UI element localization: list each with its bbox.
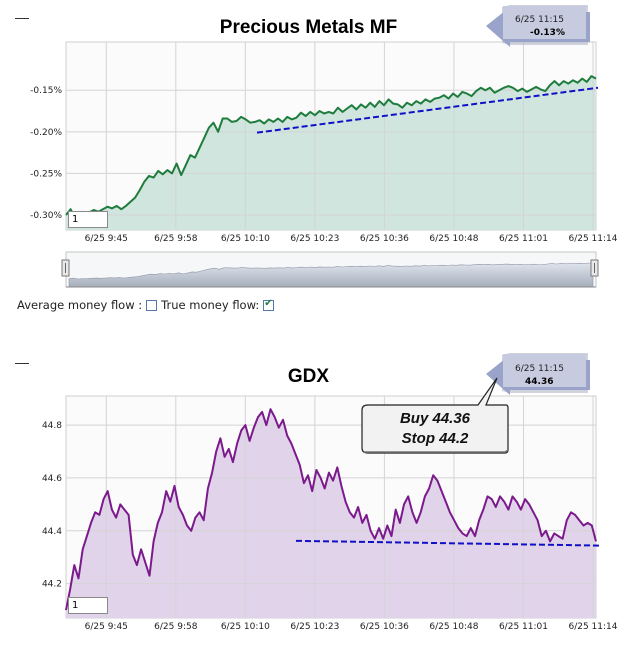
c2-trendline xyxy=(295,539,601,547)
c2-x-tick-label: 6/25 10:36 xyxy=(360,622,409,632)
c1-series-line xyxy=(65,75,597,220)
c1-x-tick-label: 6/25 10:36 xyxy=(360,234,409,244)
chart1-navigator[interactable] xyxy=(0,250,617,290)
c2-x-tick-label: 6/25 11:01 xyxy=(499,622,548,632)
c2-series-line xyxy=(65,408,597,611)
c1-trendline xyxy=(256,86,599,134)
chart1-callout-value: -0.13% xyxy=(530,28,565,38)
true-money-flow-checkbox[interactable] xyxy=(263,298,275,311)
c2-x-tick-label: 6/25 10:23 xyxy=(290,622,339,632)
c2-y-tick-label: 44.2 xyxy=(42,580,62,590)
c2-x-tick-label: 6/25 10:10 xyxy=(221,622,270,632)
chart2-y-ticks: 44.8 44.6 44.4 44.2 xyxy=(42,421,62,590)
chart2-period-input[interactable]: 1 xyxy=(68,597,108,614)
c2-x-tick-label: 6/25 9:45 xyxy=(85,622,128,632)
c2-y-tick-label: 44.6 xyxy=(42,474,62,484)
c1-x-tick-label: 6/25 11:01 xyxy=(499,234,548,244)
c1-y-tick-label: -0.25% xyxy=(30,169,62,179)
c2-x-tick-label: 6/25 11:14 xyxy=(568,622,617,632)
c2-y-tick-label: 44.8 xyxy=(42,421,62,431)
c1-y-tick-label: -0.20% xyxy=(30,128,62,138)
chart1-title: Precious Metals MF xyxy=(219,17,398,38)
trade-note-buy: Buy 44.36 xyxy=(399,410,471,427)
chart1-plot: -0.15%-0.20%-0.25%-0.30% 6/25 9:45 6/25 9… xyxy=(30,5,617,244)
chart1-navigator-area xyxy=(68,262,594,288)
chart2-callout-value: 44.36 xyxy=(525,377,553,387)
chart2-title: GDX xyxy=(287,366,330,387)
average-money-flow-label: Average money flow : xyxy=(17,298,143,312)
chart2-callout-time: 6/25 11:15 xyxy=(515,364,564,374)
chart1-x-ticks: 6/25 9:45 6/25 9:58 6/25 10:10 6/25 10:23 6/… xyxy=(85,234,617,244)
c1-x-tick-label: 6/25 9:58 xyxy=(154,234,198,244)
chart2-value-callout: 6/25 11:15 44.36 xyxy=(486,353,590,395)
c2-area-fill xyxy=(66,409,596,618)
c1-x-tick-label: 6/25 10:10 xyxy=(221,234,270,244)
c1-x-tick-label: 6/25 10:48 xyxy=(429,234,478,244)
c1-x-tick-label: 6/25 11:14 xyxy=(568,234,617,244)
chart1-callout-time: 6/25 11:15 xyxy=(515,15,564,25)
chart2-x-ticks: 6/25 9:45 6/25 9:58 6/25 10:10 6/25 10:23 6/… xyxy=(85,622,617,632)
trade-note-stop: Stop 44.2 xyxy=(401,430,469,447)
c2-x-tick-label: 6/25 9:58 xyxy=(154,622,198,632)
c2-x-tick-label: 6/25 10:48 xyxy=(429,622,478,632)
true-money-flow-label: True money flow: xyxy=(161,298,260,312)
c1-area-fill xyxy=(66,76,596,230)
average-money-flow-checkbox[interactable] xyxy=(146,299,158,311)
c1-x-tick-label: 6/25 9:45 xyxy=(85,234,128,244)
chart2-collapse-dash[interactable] xyxy=(15,363,29,364)
c1-y-tick-label: -0.15% xyxy=(30,86,62,96)
c1-y-tick-label: -0.30% xyxy=(30,211,62,221)
c2-y-tick-label: 44.4 xyxy=(42,527,62,537)
trade-note-bubble xyxy=(361,377,509,454)
chart1-y-ticks: -0.15% -0.20% -0.25% -0.30% xyxy=(30,86,62,221)
chart2-plot: 44.844.644.444.2 6/25 9:45 6/25 9:58 6/25 … xyxy=(42,353,617,632)
chart1-collapse-dash[interactable] xyxy=(15,18,29,19)
chart1-period-input[interactable]: 1 xyxy=(68,211,108,228)
money-flow-options: Average money flow : True money flow: xyxy=(17,297,278,313)
c1-x-tick-label: 6/25 10:23 xyxy=(290,234,339,244)
chart1-value-callout: 6/25 11:15 -0.13% xyxy=(486,5,590,47)
